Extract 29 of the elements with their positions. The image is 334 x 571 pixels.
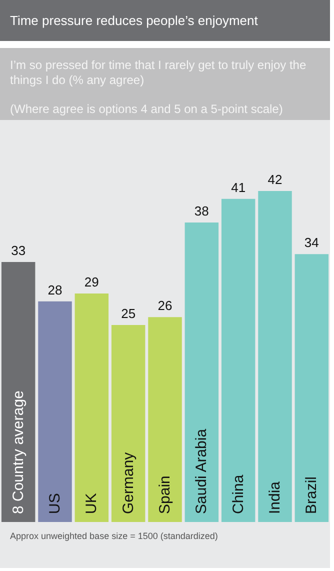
bar [38,301,72,522]
bar [148,317,182,522]
data-label: 42 [268,172,282,188]
data-label: 29 [84,274,99,290]
bar [294,254,329,522]
bar [1,262,36,522]
data-label: 26 [158,298,172,314]
x-tick-label: Saudi Arabia [193,428,210,514]
x-tick-label: UK [83,493,100,514]
bar [184,222,219,522]
x-tick-label: China [230,474,247,514]
x-tick-label: Spain [156,476,174,514]
x-tick-label: US [46,493,64,514]
x-tick-label: Germany [120,452,137,514]
bar [111,325,146,522]
x-tick-label: India [266,480,284,514]
data-label: 38 [194,204,209,219]
bar [221,198,256,522]
bar [258,191,292,522]
data-label: 34 [304,235,319,250]
data-label: 33 [11,242,26,258]
x-tick-label: 8 Country average [10,390,27,514]
data-label: 25 [121,306,136,321]
bar [74,293,109,522]
chart-title: Time pressure reduces people’s enjoyment [0,0,330,41]
data-label: 28 [48,282,62,298]
text: Approx unweighted base size = 1500 (standardized) [10,530,218,542]
x-tick-label: Brazil [303,476,320,514]
data-label: 41 [231,180,246,195]
